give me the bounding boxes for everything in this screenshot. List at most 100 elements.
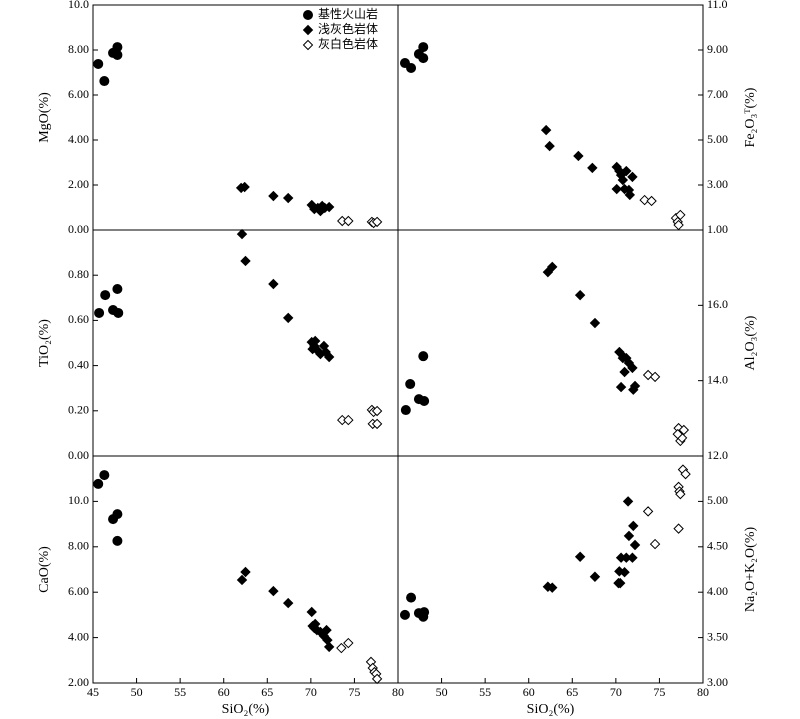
plot-frame	[397, 455, 704, 684]
x-tick-label: 55	[479, 685, 491, 699]
y-tick-label: 3.00	[707, 675, 728, 689]
diamond-marker	[323, 641, 335, 653]
y-tick-label: 8.00	[68, 539, 89, 553]
diamond-marker	[649, 538, 661, 550]
y-tick-label: 16.0	[707, 297, 728, 311]
circle-marker	[406, 592, 417, 603]
diamond-marker	[574, 551, 586, 562]
diamond-marker	[574, 289, 586, 301]
y-axis-title: TiO₂(%)	[37, 319, 52, 367]
diamond-marker	[629, 380, 641, 392]
diamond-marker	[336, 642, 347, 654]
circle-marker	[100, 290, 111, 301]
diamond-marker	[343, 637, 354, 649]
y-tick-label: 2.00	[68, 177, 89, 191]
diamond-marker	[642, 369, 654, 381]
diamond-marker	[268, 278, 279, 290]
circle-marker	[99, 470, 110, 481]
diamond-marker	[239, 181, 250, 193]
diamond-marker	[371, 418, 383, 430]
diamond-marker	[323, 201, 335, 213]
diamond-marker	[309, 622, 320, 634]
circle-marker	[406, 63, 417, 73]
y-tick-label: 12.0	[707, 448, 728, 462]
x-tick-label: 55	[174, 685, 186, 699]
diamond-marker	[589, 571, 601, 582]
y-axis-title: Na₂O+K₂O(%)	[743, 527, 758, 613]
diamond-marker	[282, 597, 294, 609]
diamond-marker	[618, 351, 629, 363]
y-tick-label: 9.00	[707, 42, 728, 56]
y-tick-label: 0.00	[68, 448, 89, 462]
y-tick-label: 11.0	[707, 0, 728, 11]
circle-marker	[93, 58, 104, 69]
diamond-marker	[540, 124, 552, 136]
diamond-marker	[642, 506, 654, 517]
x-tick-label: 65	[566, 685, 578, 699]
y-tick-label: 0.40	[68, 357, 89, 371]
diamond-marker	[282, 192, 294, 204]
diamond-marker	[282, 312, 294, 324]
x-axis-title: SiO₂(%)	[222, 702, 270, 717]
diamond-marker	[240, 566, 251, 578]
y-axis-title: Fe₂O₃ᵀ(%)	[743, 87, 758, 147]
diamond-marker	[321, 624, 332, 636]
circle-marker	[93, 478, 104, 489]
y-axis-title: CaO(%)	[37, 546, 52, 593]
y-tick-label: 8.00	[68, 42, 89, 56]
diamond-marker	[622, 496, 634, 507]
y-tick-label: 4.00	[68, 629, 89, 643]
y-tick-label: 10.0	[68, 493, 89, 507]
x-tick-label: 75	[348, 685, 360, 699]
legend-label: 基性火山岩	[318, 6, 378, 21]
circle-marker	[405, 379, 416, 390]
diamond-marker	[646, 195, 657, 207]
diamond-marker	[587, 162, 598, 174]
y-axis-title: MgO(%)	[37, 92, 52, 143]
diamond-marker	[673, 523, 684, 534]
diamond-marker	[544, 140, 555, 152]
y-tick-label: 5.00	[707, 493, 728, 507]
x-axis-title: SiO₂(%)	[527, 702, 575, 717]
y-tick-label: 7.00	[707, 87, 728, 101]
y-tick-label: 4.00	[707, 584, 728, 598]
legend-marker	[302, 39, 314, 51]
diamond-marker	[639, 194, 650, 206]
circle-marker	[399, 609, 410, 620]
diamond-marker	[675, 488, 686, 500]
diamond-marker	[680, 468, 691, 480]
diamond-marker	[672, 428, 683, 440]
y-tick-label: 14.0	[707, 372, 728, 386]
diamond-marker	[624, 189, 636, 201]
circle-marker	[112, 49, 123, 60]
diamond-marker	[623, 530, 635, 542]
y-tick-label: 0.00	[68, 222, 89, 236]
circle-marker	[400, 405, 411, 416]
circle-marker	[99, 76, 110, 87]
diamond-marker	[343, 414, 354, 426]
circle-marker	[112, 283, 123, 294]
x-tick-label: 80	[697, 685, 709, 699]
diamond-marker	[614, 566, 625, 577]
diamond-marker	[371, 673, 383, 685]
diamond-marker	[615, 381, 627, 393]
x-tick-label: 70	[610, 685, 622, 699]
x-tick-label: 60	[523, 685, 535, 699]
x-tick-label: 65	[261, 685, 273, 699]
diamond-marker	[371, 405, 383, 417]
diamond-marker	[236, 228, 248, 240]
diamond-marker	[268, 585, 279, 597]
x-tick-label: 70	[305, 685, 317, 699]
circle-marker	[112, 535, 123, 546]
circle-marker	[94, 307, 105, 318]
legend-marker	[303, 10, 313, 20]
circle-marker	[419, 607, 430, 618]
diamond-marker	[611, 183, 622, 195]
x-tick-label: 50	[436, 685, 448, 699]
y-tick-label: 0.60	[68, 312, 89, 326]
diamond-marker	[649, 371, 661, 383]
diamond-marker	[589, 317, 601, 329]
diamond-marker	[619, 366, 630, 378]
plot-frame	[397, 4, 704, 231]
y-tick-label: 2.00	[68, 675, 89, 689]
